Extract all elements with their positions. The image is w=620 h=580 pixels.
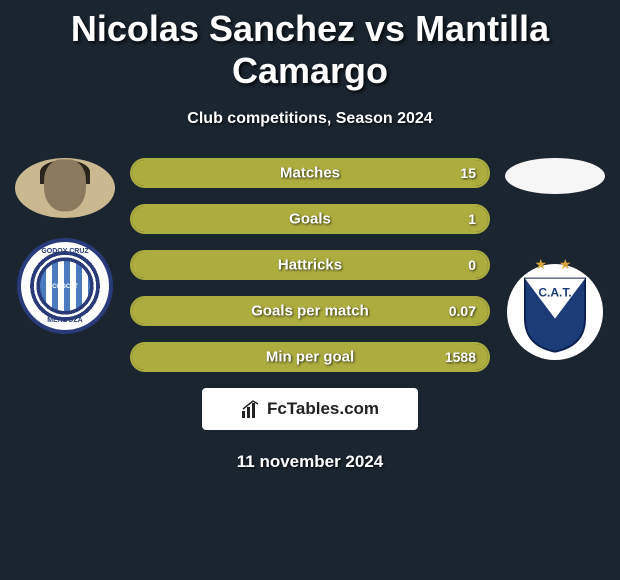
stat-label: Goals per match bbox=[251, 303, 369, 320]
stat-value-right: 1588 bbox=[445, 349, 476, 365]
date-text: 11 november 2024 bbox=[0, 452, 620, 472]
stat-value-right: 1 bbox=[468, 211, 476, 227]
stat-label: Goals bbox=[289, 211, 331, 228]
stat-bar: Matches 15 bbox=[130, 158, 490, 188]
comparison-panel: GODOY CRUZ COGCAT MENDOZA ★ ★ C.A.T. Mat… bbox=[0, 158, 620, 372]
stat-value-right: 0.07 bbox=[449, 303, 476, 319]
player-left-column: GODOY CRUZ COGCAT MENDOZA bbox=[0, 158, 130, 334]
club-badge-text-top: GODOY CRUZ bbox=[21, 248, 109, 255]
branding-badge: FcTables.com bbox=[202, 388, 418, 430]
stat-label: Matches bbox=[280, 165, 340, 182]
branding-text: FcTables.com bbox=[267, 399, 379, 419]
stat-bars: Matches 15 Goals 1 Hattricks 0 Goals per match… bbox=[130, 158, 490, 372]
stat-bar: Goals 1 bbox=[130, 204, 490, 234]
chart-icon bbox=[241, 399, 261, 419]
player-left-club-badge: GODOY CRUZ COGCAT MENDOZA bbox=[17, 238, 113, 334]
player-right-club-badge: ★ ★ C.A.T. bbox=[507, 264, 603, 360]
club-badge-text-mid: COGCAT bbox=[21, 284, 109, 290]
stat-value-right: 0 bbox=[468, 257, 476, 273]
stat-label: Min per goal bbox=[266, 349, 354, 366]
page-title: Nicolas Sanchez vs Mantilla Camargo bbox=[0, 0, 620, 92]
stat-bar: Min per goal 1588 bbox=[130, 342, 490, 372]
player-left-avatar bbox=[15, 158, 115, 218]
player-right-column: ★ ★ C.A.T. bbox=[490, 158, 620, 360]
club-badge-stars: ★ ★ bbox=[507, 256, 603, 273]
club-badge-text: C.A.T. bbox=[538, 286, 571, 300]
stat-label: Hattricks bbox=[278, 257, 342, 274]
stat-bar: Goals per match 0.07 bbox=[130, 296, 490, 326]
shield-icon: C.A.T. bbox=[520, 274, 590, 354]
club-badge-text-bottom: MENDOZA bbox=[21, 317, 109, 324]
stat-bar: Hattricks 0 bbox=[130, 250, 490, 280]
subtitle: Club competitions, Season 2024 bbox=[0, 110, 620, 128]
player-right-avatar bbox=[505, 158, 605, 194]
stat-value-right: 15 bbox=[460, 165, 476, 181]
